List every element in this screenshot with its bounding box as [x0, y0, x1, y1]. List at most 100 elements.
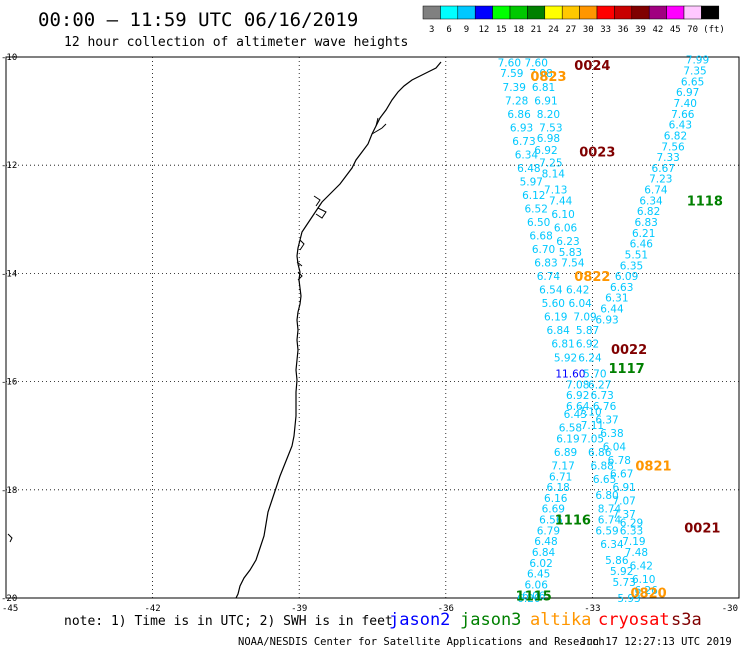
wave-height-label: 7.23 [649, 174, 672, 186]
map-frame [5, 56, 740, 599]
wave-height-label: 6.64 [566, 401, 590, 413]
wave-height-label: 6.31 [605, 293, 628, 305]
wave-height-label: 6.35 [620, 260, 643, 272]
wave-height-label: 6.83 [534, 258, 557, 270]
wave-height-label: 5.93 [617, 593, 640, 605]
legend-label: 21 [531, 25, 542, 35]
wave-height-values: 7.60 7.607.59 7.087.39 6.817.28 6.916.86 8.20… [498, 55, 710, 605]
wave-height-label: 5.60 [542, 298, 565, 310]
coastline-islands [296, 117, 387, 281]
wave-height-label: 6.92 [534, 145, 557, 157]
legend-swatch [457, 5, 476, 20]
wave-height-label: 6.92 [576, 339, 599, 351]
wave-height-label: 6.48 [517, 163, 540, 175]
pass-time-label: 0823 [530, 70, 566, 85]
wave-height-label: 6.54 [539, 285, 563, 297]
legend-label: 12 [478, 25, 489, 35]
wave-height-label: 6.06 [525, 579, 549, 591]
wave-height-label: 5.73 [612, 577, 635, 589]
wave-height-label: 7.13 [544, 185, 567, 197]
legend-swatch [440, 5, 459, 20]
legend-swatch [648, 5, 667, 20]
pass-time-label: 0820 [631, 587, 667, 602]
pass-time-labels: 0024 0823 0023 1118 0822 0022 1117 0821 1116 0021… [516, 59, 723, 604]
lon-tick-label: -33 [584, 604, 600, 614]
wave-height-label: 7.37 [612, 509, 635, 521]
coastline-fragment [7, 533, 13, 543]
wave-height-label: 6.98 [537, 133, 560, 145]
wave-height-label: 6.34 [639, 195, 663, 207]
wave-height-label: 7.40 [674, 98, 697, 110]
wave-height-label: 5.87 [576, 325, 599, 337]
wave-height-label: 6.26 [634, 585, 658, 597]
wave-height-label: 6.19 [556, 433, 579, 445]
wave-height-label: 6.16 [544, 493, 568, 505]
pass-time-label: 1118 [687, 194, 723, 209]
wave-height-label: 6.88 [590, 460, 613, 472]
wave-height-label: 6.84 [546, 325, 570, 337]
satellite-name-jason2: jason2 [389, 610, 450, 630]
graticule: -10 -12 -14 -16 -18 -20-45 -42 -39 -36 -33 -30 [1, 53, 739, 614]
wave-height-label: 6.04 [568, 298, 592, 310]
wave-height-label: 6.81 [532, 82, 555, 94]
lon-tick-label: -36 [438, 604, 454, 614]
wave-height-label: 6.29 [620, 517, 643, 529]
wave-height-label: 6.10 [551, 209, 574, 221]
legend-label: 42 [652, 25, 663, 35]
wave-height-label: 6.09 [615, 271, 638, 283]
wave-height-label: 7.60 [525, 57, 548, 69]
wave-height-label: 7.33 [656, 152, 679, 164]
wave-height-label: 6.74 [537, 271, 561, 283]
wave-height-label: 6.81 [551, 339, 574, 351]
wave-height-label: 6.83 [634, 217, 657, 229]
wave-height-label: 6.93 [595, 314, 618, 326]
wave-height-label: 7.54 [561, 258, 585, 270]
legend-swatch [683, 5, 702, 20]
satellite-name-altika: altika [530, 610, 591, 630]
wave-height-label: 7.11 [581, 420, 604, 432]
wave-height-label: 6.45 [527, 569, 550, 581]
wave-height-label: 6.78 [608, 455, 631, 467]
legend-swatch [474, 5, 493, 20]
legend-swatch [701, 5, 720, 20]
legend-label: 18 [513, 25, 524, 35]
wave-height-label: 8.20 [537, 109, 560, 121]
wave-height-label: 7.39 [503, 82, 526, 94]
wave-height-label: 5.86 [605, 555, 629, 567]
page-title: 00:00 – 11:59 UTC 06/16/2019 [38, 9, 358, 31]
wave-height-label: 7.48 [625, 547, 648, 559]
pass-time-label: 1115 [516, 589, 552, 604]
legend-swatch [596, 5, 615, 20]
legend-swatch [492, 5, 511, 20]
wave-height-label: 7.05 [581, 433, 604, 445]
lat-tick-label: -10 [1, 53, 17, 63]
pass-time-label: 1116 [555, 514, 591, 529]
wave-height-label: 6.21 [632, 228, 655, 240]
wave-height-label: 6.58 [559, 423, 582, 435]
wave-height-label: 6.56 [539, 515, 563, 527]
coastline [235, 61, 442, 599]
lat-tick-label: -14 [1, 269, 17, 279]
lon-tick-label: -45 [2, 604, 18, 614]
wave-height-label: 6.82 [664, 130, 687, 142]
wave-height-label: 6.06 [522, 590, 546, 602]
lat-tick-label: -20 [1, 594, 17, 604]
wave-height-label: 6.74 [598, 515, 622, 527]
legend-swatch [579, 5, 598, 20]
wave-height-label: 6.86 [507, 109, 531, 121]
wave-height-label: 6.91 [612, 482, 635, 494]
wave-height-label: 7.07 [612, 496, 635, 508]
wave-height-label: 6.76 [593, 401, 617, 413]
wave-height-label: 6.67 [652, 163, 675, 175]
wave-height-label: 7.08 [566, 379, 589, 391]
legend-swatch [561, 5, 580, 20]
legend-label: 39 [635, 25, 646, 35]
satellite-name-s3a: s3a [671, 610, 702, 630]
wave-height-label: 6.34 [600, 539, 624, 551]
wave-height-label: 6.48 [534, 536, 557, 548]
wave-height-label: 5.97 [520, 176, 543, 188]
wave-height-label: 6.82 [637, 206, 660, 218]
wave-height-label: 7.35 [683, 66, 706, 78]
